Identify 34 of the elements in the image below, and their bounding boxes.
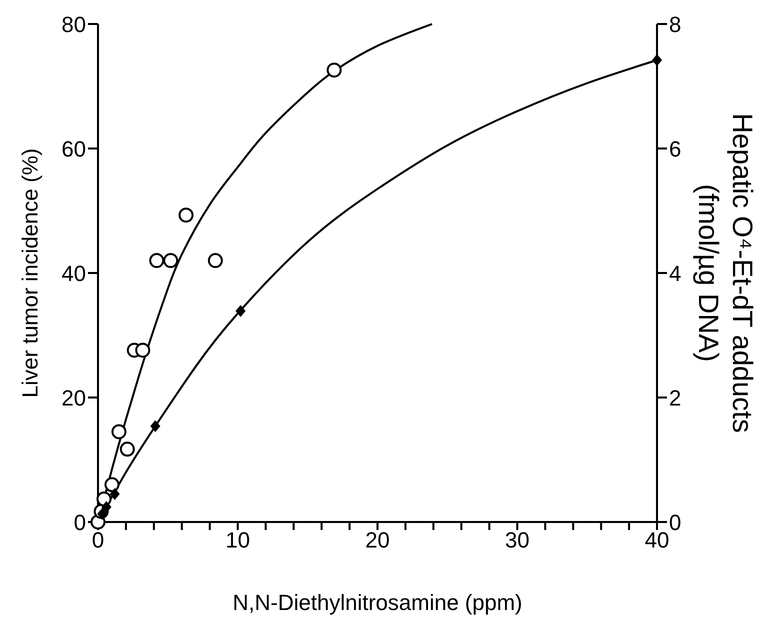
y-tick-label: 40 (62, 260, 86, 286)
point (97, 508, 108, 520)
x-axis-title: N,N-Diethylnitrosamine (ppm) (232, 590, 522, 615)
x-tick-label: 20 (365, 528, 390, 553)
point (101, 501, 112, 514)
point (110, 488, 120, 500)
y2-tick-label: 0 (669, 510, 682, 535)
point (150, 420, 160, 432)
point (120, 442, 135, 457)
y-tick-label: 80 (62, 12, 86, 37)
x-tick-label: 30 (505, 528, 530, 553)
x-tick-label: 0 (92, 528, 104, 553)
y2-axis-title: Hepatic O⁴-Et-dT adducts (fmol/µg DNA) (692, 112, 759, 435)
y-tick-label: 60 (62, 136, 86, 162)
point (178, 208, 194, 223)
point (236, 304, 246, 317)
point (208, 253, 223, 268)
point (104, 477, 120, 492)
point (652, 54, 662, 66)
x-tick-label: 40 (644, 528, 670, 553)
point (163, 253, 178, 268)
y-tick-label: 0 (74, 510, 86, 535)
y2-tick-label: 6 (669, 136, 682, 162)
y-axis-title: Liver tumor incidence (%) (18, 148, 42, 398)
y-tick-label: 20 (62, 385, 86, 410)
point (96, 491, 112, 506)
point (135, 342, 150, 358)
point (149, 253, 164, 268)
point (326, 62, 342, 78)
point (111, 424, 126, 440)
x-tick-label: 10 (226, 528, 250, 553)
y2-tick-label: 2 (669, 385, 682, 410)
y2-tick-label: 8 (669, 12, 682, 37)
y2-tick-label: 4 (669, 260, 682, 286)
